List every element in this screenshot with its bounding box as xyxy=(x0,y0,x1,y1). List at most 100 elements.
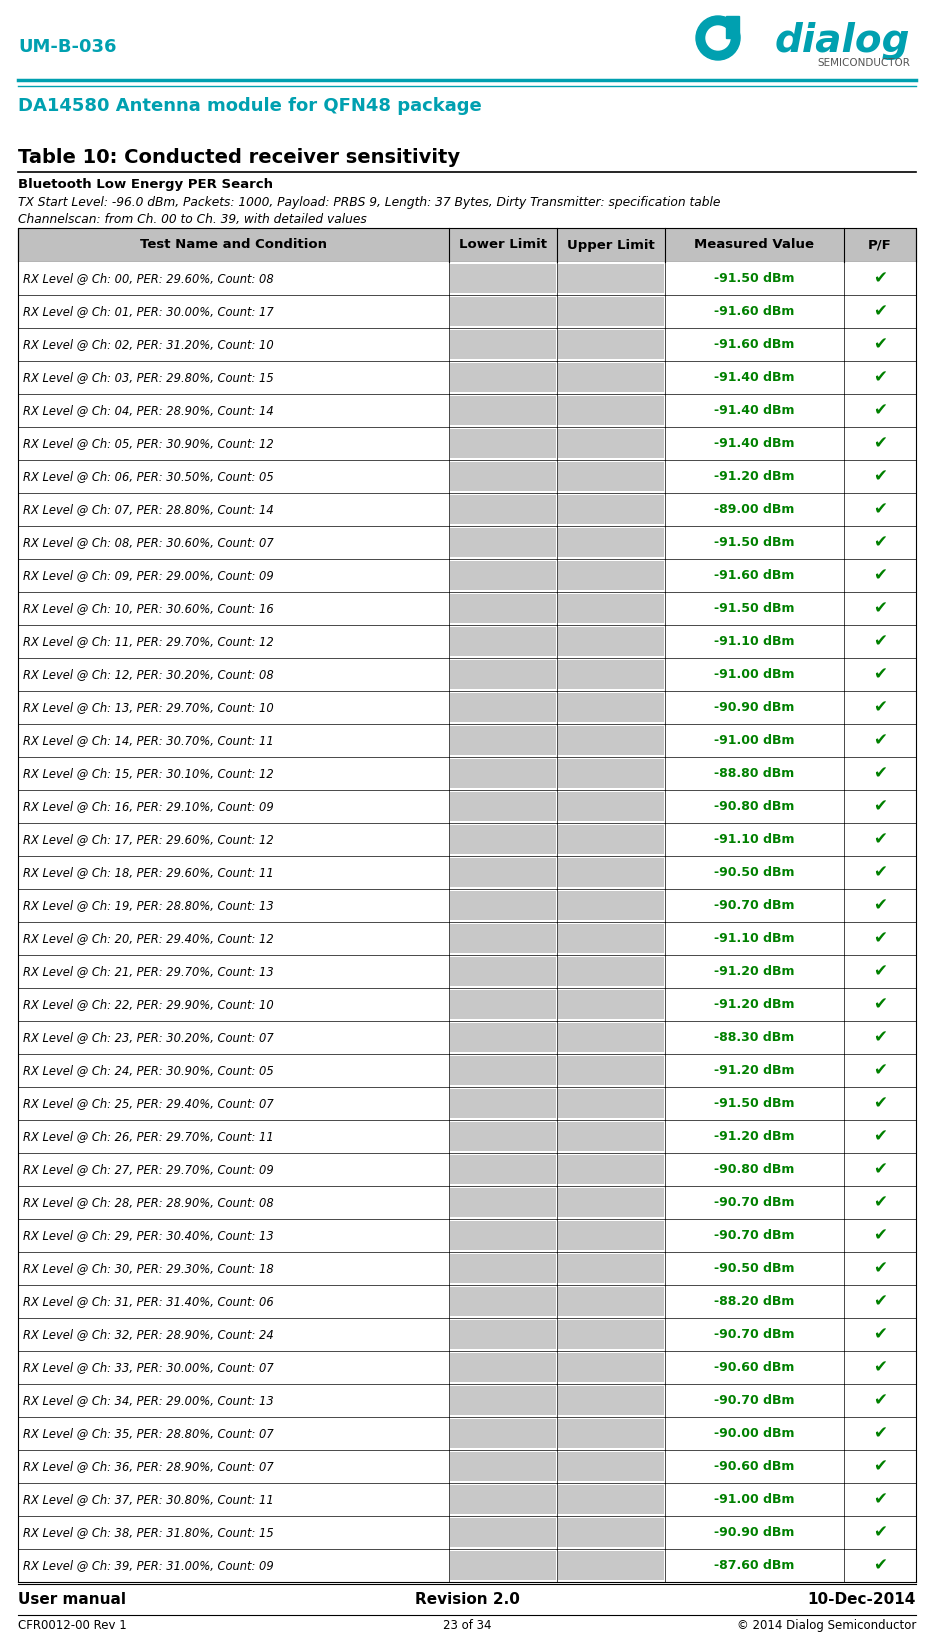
Bar xyxy=(558,1385,663,1415)
Bar xyxy=(450,892,556,920)
Text: -91.50 dBm: -91.50 dBm xyxy=(715,272,795,286)
Bar xyxy=(450,396,556,424)
Bar xyxy=(558,1321,663,1349)
Text: ✔: ✔ xyxy=(873,467,887,485)
Text: -90.90 dBm: -90.90 dBm xyxy=(715,702,795,713)
Bar xyxy=(18,560,916,593)
Text: RX Level @ Ch: 25, PER: 29.40%, Count: 07: RX Level @ Ch: 25, PER: 29.40%, Count: 0… xyxy=(23,1096,274,1109)
Text: ✔: ✔ xyxy=(873,368,887,386)
Bar xyxy=(558,892,663,920)
Bar xyxy=(18,1450,916,1483)
Bar xyxy=(558,660,663,688)
Text: RX Level @ Ch: 23, PER: 30.20%, Count: 07: RX Level @ Ch: 23, PER: 30.20%, Count: 0… xyxy=(23,1030,274,1043)
Text: 10-Dec-2014: 10-Dec-2014 xyxy=(808,1592,916,1606)
Bar xyxy=(450,759,556,788)
Text: RX Level @ Ch: 07, PER: 28.80%, Count: 14: RX Level @ Ch: 07, PER: 28.80%, Count: 1… xyxy=(23,504,274,517)
Bar xyxy=(558,594,663,622)
Text: ✔: ✔ xyxy=(873,1128,887,1146)
Bar xyxy=(450,660,556,688)
Text: -91.40 dBm: -91.40 dBm xyxy=(715,404,795,418)
Bar xyxy=(18,1053,916,1086)
Bar xyxy=(450,1385,556,1415)
Bar xyxy=(450,363,556,391)
Bar xyxy=(18,362,916,395)
Bar xyxy=(450,1484,556,1514)
Text: -91.40 dBm: -91.40 dBm xyxy=(715,438,795,451)
Bar xyxy=(18,855,916,888)
Bar xyxy=(558,1189,663,1217)
Text: RX Level @ Ch: 29, PER: 30.40%, Count: 13: RX Level @ Ch: 29, PER: 30.40%, Count: 1… xyxy=(23,1228,274,1242)
Bar xyxy=(558,1057,663,1085)
Text: ✔: ✔ xyxy=(873,731,887,750)
Bar xyxy=(18,758,916,789)
Text: -90.80 dBm: -90.80 dBm xyxy=(715,1162,795,1176)
Bar xyxy=(450,1321,556,1349)
Text: Bluetooth Low Energy PER Search: Bluetooth Low Energy PER Search xyxy=(18,178,273,192)
Bar xyxy=(450,594,556,622)
Bar xyxy=(18,1152,916,1185)
Bar xyxy=(558,1517,663,1547)
Text: -90.80 dBm: -90.80 dBm xyxy=(715,801,795,812)
Text: -91.00 dBm: -91.00 dBm xyxy=(715,669,795,680)
Bar xyxy=(558,1451,663,1481)
Bar xyxy=(18,1218,916,1251)
Text: ✔: ✔ xyxy=(873,963,887,981)
Text: -91.20 dBm: -91.20 dBm xyxy=(715,997,795,1010)
Bar xyxy=(450,1189,556,1217)
Text: RX Level @ Ch: 34, PER: 29.00%, Count: 13: RX Level @ Ch: 34, PER: 29.00%, Count: 1… xyxy=(23,1393,274,1407)
Bar xyxy=(18,1417,916,1450)
Bar xyxy=(450,859,556,887)
Text: Upper Limit: Upper Limit xyxy=(567,238,655,251)
Bar xyxy=(558,1222,663,1250)
Text: ✔: ✔ xyxy=(873,1458,887,1476)
Bar xyxy=(558,1090,663,1118)
Bar xyxy=(558,1550,663,1580)
Text: -90.50 dBm: -90.50 dBm xyxy=(715,1261,795,1275)
Text: -88.80 dBm: -88.80 dBm xyxy=(715,768,795,779)
Bar xyxy=(18,527,916,560)
Text: ✔: ✔ xyxy=(873,566,887,584)
Bar xyxy=(18,888,916,921)
Text: RX Level @ Ch: 37, PER: 30.80%, Count: 11: RX Level @ Ch: 37, PER: 30.80%, Count: 1… xyxy=(23,1493,274,1506)
Bar xyxy=(18,1086,916,1119)
Text: -91.20 dBm: -91.20 dBm xyxy=(715,471,795,484)
Text: ✔: ✔ xyxy=(873,1392,887,1410)
Bar xyxy=(450,1156,556,1184)
Bar xyxy=(450,1288,556,1316)
Bar xyxy=(558,627,663,655)
Bar xyxy=(558,925,663,953)
Circle shape xyxy=(696,17,740,59)
Text: UM-B-036: UM-B-036 xyxy=(18,38,117,56)
Bar xyxy=(450,462,556,490)
Text: RX Level @ Ch: 38, PER: 31.80%, Count: 15: RX Level @ Ch: 38, PER: 31.80%, Count: 1… xyxy=(23,1526,274,1539)
Text: RX Level @ Ch: 03, PER: 29.80%, Count: 15: RX Level @ Ch: 03, PER: 29.80%, Count: 1… xyxy=(23,371,274,385)
Text: RX Level @ Ch: 04, PER: 28.90%, Count: 14: RX Level @ Ch: 04, PER: 28.90%, Count: 1… xyxy=(23,404,274,418)
Text: ✔: ✔ xyxy=(873,434,887,452)
Bar xyxy=(558,1288,663,1316)
Text: RX Level @ Ch: 12, PER: 30.20%, Count: 08: RX Level @ Ch: 12, PER: 30.20%, Count: 0… xyxy=(23,669,274,680)
Bar xyxy=(450,726,556,755)
Text: ✔: ✔ xyxy=(873,698,887,717)
Bar xyxy=(18,1384,916,1417)
Text: Measured Value: Measured Value xyxy=(694,238,814,251)
Bar xyxy=(18,1351,916,1384)
Text: RX Level @ Ch: 11, PER: 29.70%, Count: 12: RX Level @ Ch: 11, PER: 29.70%, Count: 1… xyxy=(23,636,274,647)
Bar xyxy=(18,822,916,855)
Circle shape xyxy=(706,26,730,50)
Text: -90.70 dBm: -90.70 dBm xyxy=(715,1327,795,1341)
Text: ✔: ✔ xyxy=(873,401,887,419)
Bar xyxy=(18,494,916,527)
Bar xyxy=(558,495,663,523)
Text: RX Level @ Ch: 19, PER: 28.80%, Count: 13: RX Level @ Ch: 19, PER: 28.80%, Count: 1… xyxy=(23,900,274,911)
Bar xyxy=(18,461,916,494)
Bar xyxy=(450,826,556,854)
Bar xyxy=(558,859,663,887)
Text: dialog: dialog xyxy=(774,21,910,59)
Text: ✔: ✔ xyxy=(873,1227,887,1245)
Bar xyxy=(450,1057,556,1085)
Text: ✔: ✔ xyxy=(873,1194,887,1212)
Text: -87.60 dBm: -87.60 dBm xyxy=(715,1559,795,1572)
Text: -91.50 dBm: -91.50 dBm xyxy=(715,603,795,616)
Bar xyxy=(18,659,916,692)
Text: -90.00 dBm: -90.00 dBm xyxy=(715,1426,795,1440)
